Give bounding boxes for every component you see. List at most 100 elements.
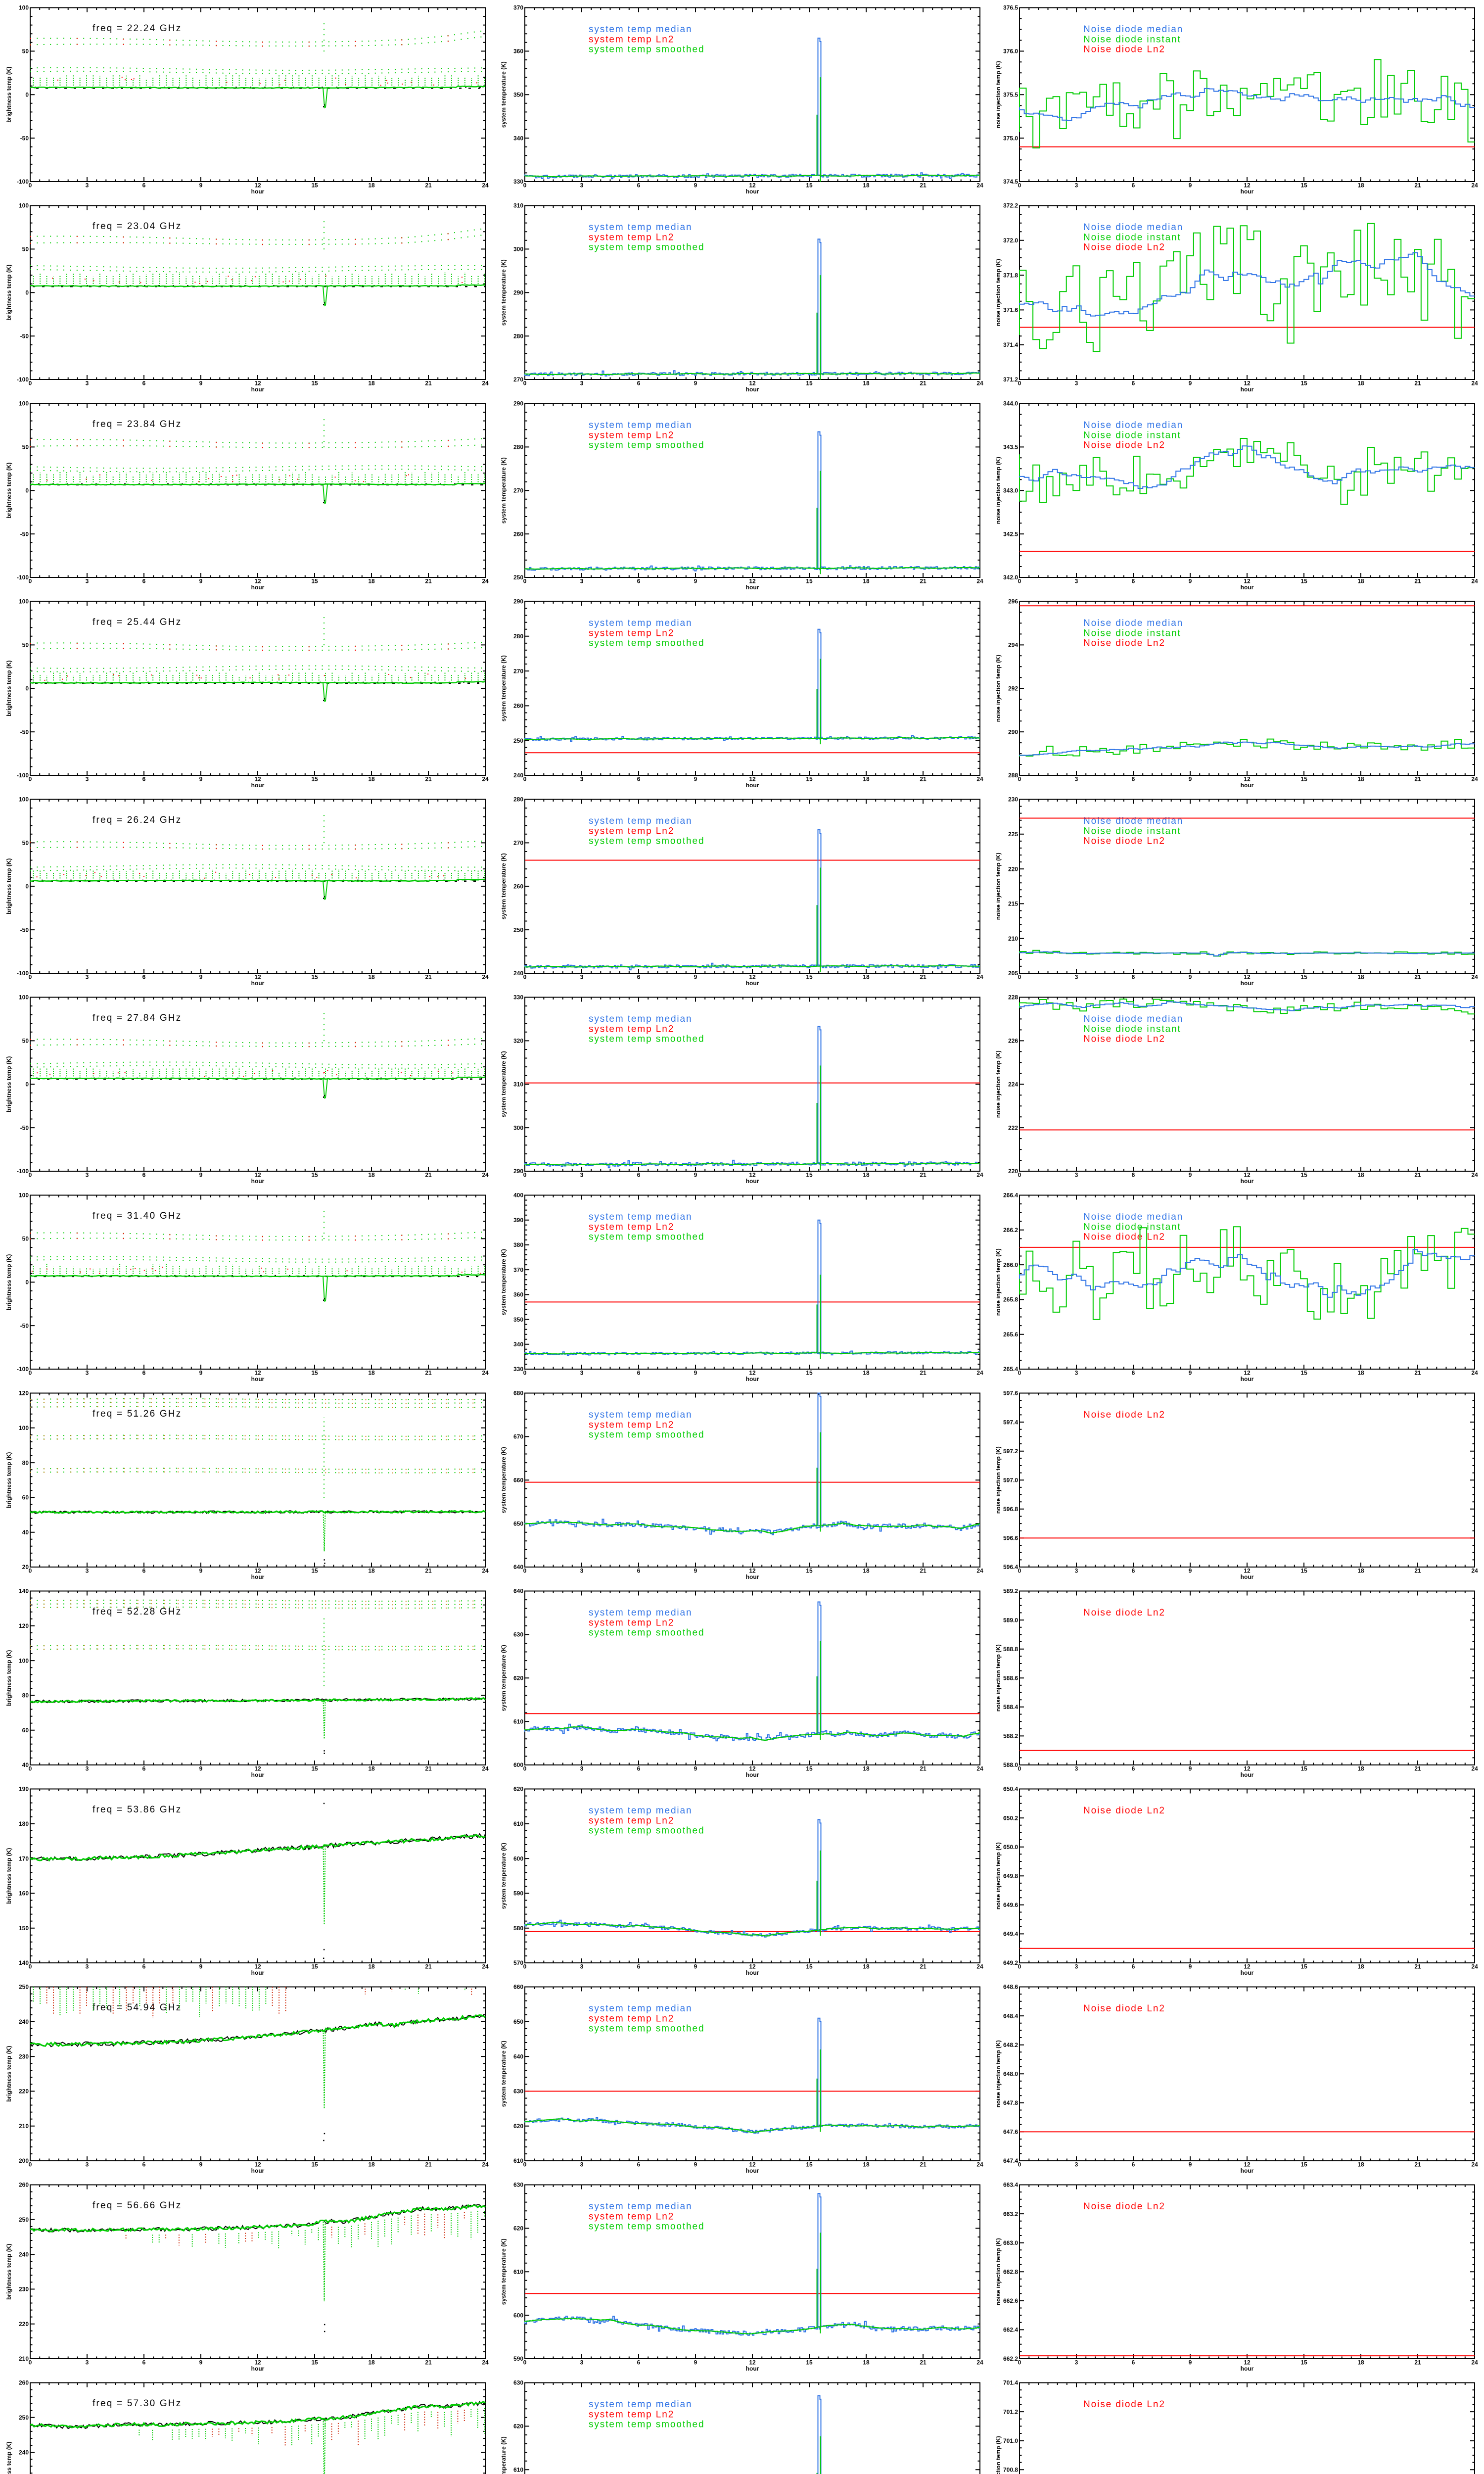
svg-text:21: 21 (1414, 1963, 1421, 1970)
svg-text:650.2: 650.2 (1003, 1814, 1018, 1821)
svg-text:9: 9 (694, 1370, 697, 1377)
svg-text:21: 21 (920, 1370, 927, 1377)
svg-text:system temp median: system temp median (589, 1410, 693, 1420)
svg-text:292: 292 (1008, 685, 1018, 692)
svg-text:3: 3 (580, 578, 584, 585)
svg-text:6: 6 (142, 1172, 146, 1179)
svg-text:640: 640 (513, 2053, 523, 2060)
svg-text:225: 225 (1008, 831, 1018, 838)
svg-text:6: 6 (637, 1765, 641, 1772)
svg-text:hour: hour (251, 1376, 265, 1382)
svg-text:610: 610 (513, 2466, 523, 2473)
svg-text:3: 3 (580, 974, 584, 981)
svg-text:brightness temp (K): brightness temp (K) (5, 2046, 12, 2102)
svg-text:266.4: 266.4 (1003, 1192, 1018, 1199)
svg-text:9: 9 (694, 1172, 697, 1179)
svg-text:9: 9 (1189, 182, 1192, 189)
svg-text:hour: hour (1241, 1969, 1254, 1976)
svg-text:15: 15 (806, 1172, 813, 1179)
svg-text:120: 120 (19, 1390, 29, 1397)
svg-text:18: 18 (863, 1568, 870, 1574)
svg-text:3: 3 (86, 1370, 89, 1377)
svg-text:noise injection temp (K): noise injection temp (K) (995, 61, 1002, 128)
svg-text:50: 50 (22, 840, 29, 847)
svg-text:0: 0 (29, 1370, 32, 1377)
svg-text:50: 50 (22, 1038, 29, 1045)
svg-text:24: 24 (482, 1370, 489, 1377)
svg-text:hour: hour (746, 188, 759, 195)
svg-text:0: 0 (523, 1765, 527, 1772)
svg-text:200: 200 (19, 2157, 29, 2164)
svg-text:21: 21 (425, 974, 432, 981)
svg-text:Noise diode Ln2: Noise diode Ln2 (1083, 836, 1165, 847)
svg-text:18: 18 (1357, 1568, 1364, 1574)
svg-text:noise injection temp (K): noise injection temp (K) (995, 655, 1002, 722)
svg-text:system temp median: system temp median (589, 2201, 693, 2212)
svg-text:60: 60 (22, 1727, 29, 1734)
svg-text:660: 660 (513, 1476, 523, 1483)
svg-text:9: 9 (199, 2359, 203, 2366)
svg-text:24: 24 (482, 1765, 489, 1772)
svg-text:649.8: 649.8 (1003, 1872, 1018, 1879)
svg-text:24: 24 (976, 578, 983, 585)
svg-text:620: 620 (513, 1674, 523, 1681)
svg-text:15: 15 (806, 578, 813, 585)
svg-text:hour: hour (1241, 188, 1254, 195)
svg-text:3: 3 (1075, 1172, 1078, 1179)
svg-text:3: 3 (1075, 1568, 1078, 1574)
svg-text:brightness temp (K): brightness temp (K) (5, 2442, 12, 2474)
svg-text:24: 24 (976, 776, 983, 783)
svg-text:60: 60 (22, 1494, 29, 1501)
svg-text:0: 0 (523, 1370, 527, 1377)
svg-text:18: 18 (1357, 1765, 1364, 1772)
svg-text:50: 50 (22, 246, 29, 253)
svg-text:21: 21 (920, 578, 927, 585)
svg-text:24: 24 (482, 182, 489, 189)
svg-text:3: 3 (1075, 380, 1078, 387)
svg-text:0: 0 (29, 1172, 32, 1179)
svg-text:226: 226 (1008, 1038, 1018, 1045)
svg-text:610: 610 (513, 2157, 523, 2164)
svg-text:hour: hour (251, 188, 265, 195)
svg-text:80: 80 (22, 1692, 29, 1699)
svg-text:freq = 26.24 GHz: freq = 26.24 GHz (93, 815, 182, 825)
svg-text:260: 260 (19, 2182, 29, 2189)
svg-text:15: 15 (806, 1568, 813, 1574)
svg-text:330: 330 (513, 178, 523, 185)
svg-text:brightness temp (K): brightness temp (K) (5, 67, 12, 123)
svg-text:18: 18 (863, 1172, 870, 1179)
svg-text:-100: -100 (17, 574, 29, 581)
svg-text:12: 12 (749, 974, 756, 981)
svg-text:12: 12 (749, 1370, 756, 1377)
svg-text:system temp smoothed: system temp smoothed (589, 242, 704, 253)
svg-text:hour: hour (251, 386, 265, 393)
svg-text:0: 0 (25, 91, 29, 98)
svg-text:280: 280 (513, 444, 523, 451)
svg-text:18: 18 (863, 1370, 870, 1377)
svg-text:371.6: 371.6 (1003, 307, 1018, 314)
svg-text:220: 220 (19, 2088, 29, 2095)
svg-text:210: 210 (19, 2123, 29, 2130)
svg-text:24: 24 (976, 1172, 983, 1179)
svg-text:0: 0 (29, 578, 32, 585)
svg-text:360: 360 (513, 1291, 523, 1298)
svg-text:freq = 54.94 GHz: freq = 54.94 GHz (93, 2002, 182, 2013)
svg-text:freq = 22.24 GHz: freq = 22.24 GHz (93, 23, 182, 34)
svg-text:640: 640 (513, 1564, 523, 1570)
svg-text:12: 12 (1244, 1568, 1251, 1574)
svg-text:374.5: 374.5 (1003, 178, 1018, 185)
svg-text:12: 12 (254, 380, 261, 387)
svg-text:24: 24 (482, 1963, 489, 1970)
svg-text:18: 18 (863, 2161, 870, 2168)
svg-text:0: 0 (1018, 182, 1021, 189)
svg-text:3: 3 (1075, 578, 1078, 585)
svg-text:0: 0 (1018, 1370, 1021, 1377)
svg-text:15: 15 (1300, 380, 1307, 387)
svg-text:250: 250 (19, 2216, 29, 2223)
svg-text:Noise diode median: Noise diode median (1083, 222, 1183, 233)
svg-text:-100: -100 (17, 772, 29, 779)
svg-text:12: 12 (254, 578, 261, 585)
svg-text:system temp smoothed: system temp smoothed (589, 2420, 704, 2430)
svg-text:224: 224 (1008, 1081, 1018, 1088)
svg-text:6: 6 (1132, 578, 1135, 585)
